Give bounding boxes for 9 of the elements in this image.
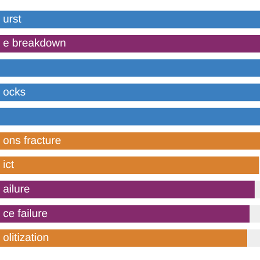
y-tick-label: urst [3,13,22,26]
y-tick-label: olitization [3,232,49,244]
bar [0,180,255,198]
y-tick-label: ocks [3,86,26,98]
y-tick-label: ict [3,159,14,172]
y-tick-label: ons fracture [3,134,62,147]
y-tick-label: e breakdown [3,38,66,50]
y-tick-label: ce failure [3,208,48,220]
y-tick-label: ailure [3,184,30,196]
